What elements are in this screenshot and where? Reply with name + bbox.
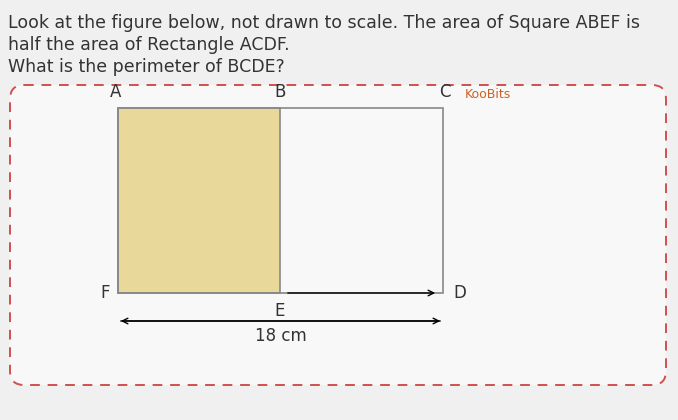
Text: B: B xyxy=(275,83,285,101)
Text: A: A xyxy=(111,83,121,101)
Text: E: E xyxy=(275,302,285,320)
Text: half the area of Rectangle ACDF.: half the area of Rectangle ACDF. xyxy=(8,36,290,54)
Text: What is the perimeter of BCDE?: What is the perimeter of BCDE? xyxy=(8,58,285,76)
Text: 18 cm: 18 cm xyxy=(255,327,306,345)
Bar xyxy=(118,108,443,293)
FancyBboxPatch shape xyxy=(10,85,666,385)
Text: F: F xyxy=(100,284,110,302)
Bar xyxy=(118,108,280,293)
Text: Look at the figure below, not drawn to scale. The area of Square ABEF is: Look at the figure below, not drawn to s… xyxy=(8,14,640,32)
Text: C: C xyxy=(439,83,451,101)
Text: KooBits: KooBits xyxy=(465,88,511,101)
Text: D: D xyxy=(453,284,466,302)
